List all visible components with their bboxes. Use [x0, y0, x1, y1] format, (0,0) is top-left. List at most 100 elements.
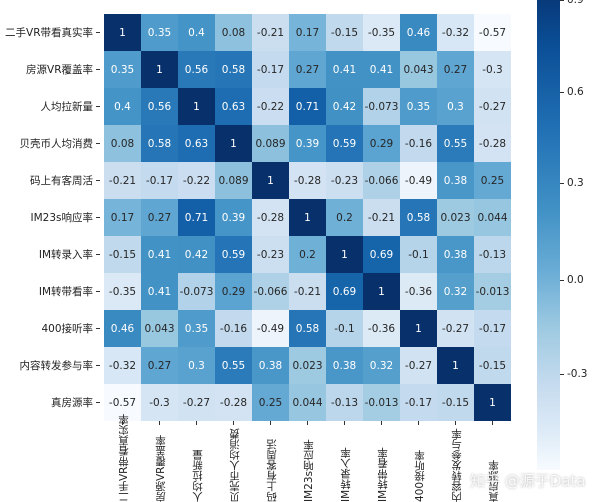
heatmap-cell: -0.28 [474, 125, 511, 162]
x-axis-label: IM23s响应率 [289, 421, 326, 502]
heatmap-cell: 0.56 [178, 51, 215, 88]
heatmap-cell: -0.21 [289, 273, 326, 310]
heatmap-cell: -0.57 [474, 14, 511, 51]
heatmap-cell: 0.41 [141, 236, 178, 273]
heatmap-cell: 0.32 [437, 273, 474, 310]
heatmap-cell: 1 [400, 310, 437, 347]
heatmap-cell: 0.27 [289, 51, 326, 88]
y-axis-label: 内容转发参与率 [20, 347, 101, 384]
heatmap-cell: 0.69 [363, 236, 400, 273]
heatmap-cell: 0.55 [437, 125, 474, 162]
heatmap-cell: 1 [104, 14, 141, 51]
heatmap-cell: 0.39 [289, 125, 326, 162]
heatmap-cell: 0.044 [289, 384, 326, 421]
y-axis-label: IM转录入率 [39, 236, 100, 273]
heatmap-cell: 1 [141, 51, 178, 88]
x-axis-label-text: 400接听率 [414, 450, 426, 502]
x-tick-mark [122, 421, 123, 425]
heatmap-cell: 0.41 [363, 51, 400, 88]
heatmap-cell: 0.043 [141, 310, 178, 347]
heatmap-cell: -0.28 [252, 199, 289, 236]
heatmap-cell: 0.3 [178, 347, 215, 384]
heatmap-cell: -0.22 [178, 162, 215, 199]
heatmap-cell: 0.2 [326, 199, 363, 236]
heatmap-cell: 0.4 [104, 88, 141, 125]
heatmap-cell: -0.15 [104, 236, 141, 273]
y-axis-label: 码上有客周活 [30, 162, 100, 199]
heatmap-cell: 0.089 [215, 162, 252, 199]
heatmap-cell: 0.38 [437, 162, 474, 199]
heatmap-cell: 0.58 [400, 199, 437, 236]
x-axis-label: 真房源率 [474, 421, 511, 502]
heatmap-cell: -0.13 [326, 384, 363, 421]
heatmap-cell: 0.044 [474, 199, 511, 236]
x-axis-label: IM转录入率 [326, 421, 363, 502]
x-axis-labels: 二手VR带看真实率 房源VR覆盖率 人均拉新量 贝壳币人均消费 码上有客周活 IM23s响… [104, 414, 511, 502]
watermark: 知乎 @源于Data [470, 472, 586, 490]
heatmap-cell: 0.023 [289, 347, 326, 384]
heatmap-cell: -0.1 [326, 310, 363, 347]
heatmap-cell: 0.08 [104, 125, 141, 162]
heatmap-cell: 0.17 [104, 199, 141, 236]
heatmap-cell: -0.17 [400, 384, 437, 421]
colorbar-tick-label: 0.9 [560, 0, 584, 6]
heatmap-cell: -0.17 [252, 51, 289, 88]
heatmap-cell: 0.38 [437, 236, 474, 273]
heatmap-cell: -0.16 [215, 310, 252, 347]
heatmap-cell: -0.3 [474, 51, 511, 88]
heatmap-cell: 0.41 [141, 273, 178, 310]
heatmap-cell: 1 [437, 347, 474, 384]
heatmap-cell: 0.39 [215, 199, 252, 236]
x-axis-label: 二手VR带看真实率 [104, 414, 141, 502]
heatmap-cell: -0.013 [474, 273, 511, 310]
heatmap-cell: -0.36 [363, 310, 400, 347]
x-axis-label: 400接听率 [400, 421, 437, 502]
heatmap-cell: 0.35 [141, 14, 178, 51]
y-axis-label: 二手VR带看真实率 [5, 14, 100, 51]
x-axis-label: IM转带看率 [363, 421, 400, 502]
heatmap-cell: 0.023 [437, 199, 474, 236]
heatmap-cell: 0.59 [326, 125, 363, 162]
x-tick-mark [233, 421, 234, 425]
heatmap-cell: -0.28 [215, 384, 252, 421]
x-axis-label-text: IM转带看率 [377, 447, 389, 502]
heatmap-cell: 0.4 [178, 14, 215, 51]
x-tick-mark [196, 421, 197, 425]
heatmap-cell: -0.21 [252, 14, 289, 51]
heatmap-cell: 0.35 [178, 310, 215, 347]
colorbar [537, 0, 560, 470]
heatmap-cell: -0.21 [104, 162, 141, 199]
heatmap-cell: -0.17 [474, 310, 511, 347]
heatmap-cell: 0.35 [400, 88, 437, 125]
x-axis-label-text: IM23s响应率 [303, 439, 315, 502]
y-axis-label: 房源VR覆盖率 [26, 51, 100, 88]
heatmap-cell: -0.57 [104, 384, 141, 421]
heatmap-cell: 0.043 [400, 51, 437, 88]
heatmap-cell: -0.49 [252, 310, 289, 347]
x-tick-mark [270, 421, 271, 425]
heatmap-cell: 0.27 [141, 199, 178, 236]
y-axis-label: 人均拉新量 [41, 88, 101, 125]
x-axis-label-text: 内容转发参与率 [451, 428, 463, 502]
heatmap-cell: 0.29 [363, 125, 400, 162]
heatmap-cell: 0.58 [289, 310, 326, 347]
heatmap-cell: -0.28 [289, 162, 326, 199]
heatmap-cell: 0.25 [474, 162, 511, 199]
heatmap-cell: 0.3 [437, 88, 474, 125]
heatmap-cell: 0.17 [289, 14, 326, 51]
x-axis-label: 码上有客周活 [252, 421, 289, 502]
heatmap-cell: 0.63 [215, 88, 252, 125]
heatmap-cell: 0.56 [141, 88, 178, 125]
heatmap-cell: 0.32 [363, 347, 400, 384]
heatmap-cell: 0.42 [326, 88, 363, 125]
heatmap-cell: -0.21 [363, 199, 400, 236]
heatmap-cell: 0.69 [326, 273, 363, 310]
colorbar-tick-label: 0.6 [560, 86, 584, 98]
heatmap-cell: -0.066 [252, 273, 289, 310]
x-tick-mark [159, 421, 160, 425]
colorbar-tick-label: 0.3 [560, 177, 584, 189]
heatmap-cell: 1 [474, 384, 511, 421]
heatmap-cell: 0.58 [141, 125, 178, 162]
heatmap-cell: -0.1 [400, 236, 437, 273]
heatmap-cell: 0.38 [326, 347, 363, 384]
